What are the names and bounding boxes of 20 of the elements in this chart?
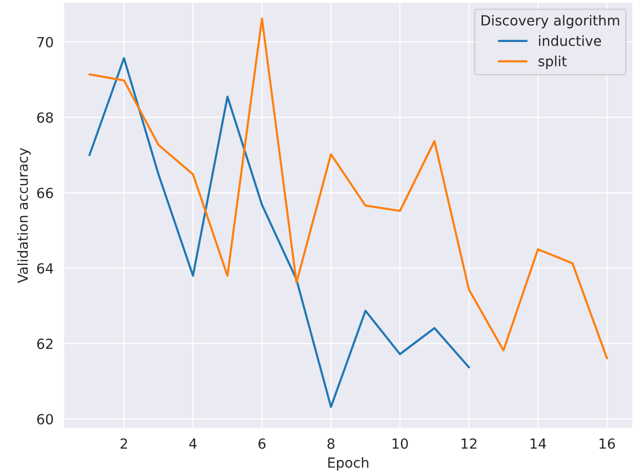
x-tick-label: 12 xyxy=(462,438,476,449)
y-tick-label: 68 xyxy=(37,112,53,123)
x-axis-title: Epoch xyxy=(328,457,368,471)
x-tick-label: 4 xyxy=(189,438,197,449)
x-tick-label: 16 xyxy=(600,438,615,449)
y-tick-label: 64 xyxy=(37,263,54,274)
legend-title: Discovery algorithm xyxy=(482,14,620,28)
y-tick-label: 70 xyxy=(37,36,53,48)
legend-label: split xyxy=(538,56,567,70)
line-series xyxy=(88,57,470,408)
x-tick-label: 8 xyxy=(327,438,334,449)
legend-label: inductive xyxy=(539,35,601,46)
x-tick-label: 6 xyxy=(258,438,266,449)
x-tick-label: 2 xyxy=(120,438,127,449)
y-tick-label: 66 xyxy=(37,188,54,198)
y-tick-label: 62 xyxy=(37,338,52,350)
y-tick-label: 60 xyxy=(37,414,53,424)
y-axis-title: Validation accuracy xyxy=(17,148,31,284)
x-tick-label: 10 xyxy=(392,438,408,449)
x-tick-label: 14 xyxy=(530,438,546,449)
